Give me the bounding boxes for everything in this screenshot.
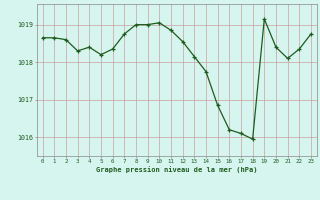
X-axis label: Graphe pression niveau de la mer (hPa): Graphe pression niveau de la mer (hPa) (96, 166, 258, 173)
